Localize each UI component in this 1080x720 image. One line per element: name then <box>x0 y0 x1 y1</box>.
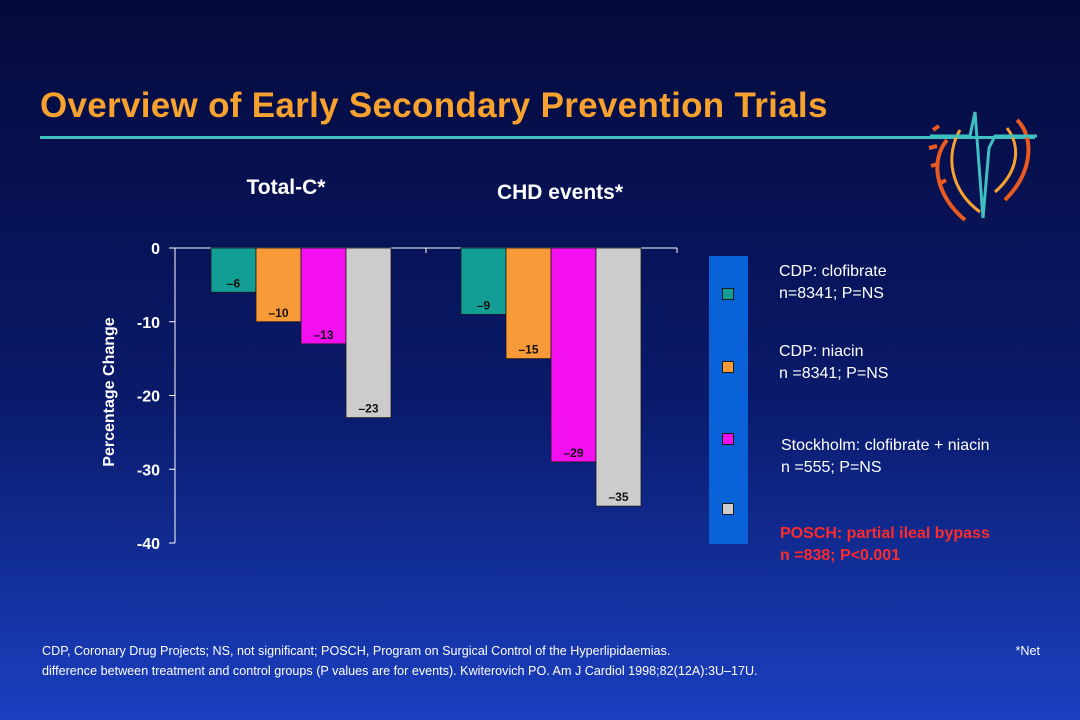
y-tick-label: -20 <box>137 389 160 406</box>
bar-data-label: –10 <box>268 306 288 320</box>
legend-entry-posch: POSCH: partial ileal bypass n =838; P<0.… <box>780 523 990 567</box>
heart-ecg-logo <box>928 111 1037 222</box>
bar <box>210 247 257 293</box>
bar <box>595 247 642 507</box>
bar <box>255 247 302 323</box>
title-underline <box>40 136 1035 139</box>
legend-entry-name: Stockholm: clofibrate + niacin <box>781 437 990 454</box>
legend-entry-cdp-niacin: CDP: niacin n =8341; P=NS <box>779 341 888 385</box>
footnote-line-2: difference between treatment and control… <box>42 664 758 678</box>
bar <box>505 247 552 360</box>
bar-data-label: –15 <box>518 343 538 357</box>
legend-entry-name: CDP: niacin <box>779 343 864 360</box>
legend-swatch-posch <box>722 503 734 515</box>
footnote-star-note: *Net <box>1015 644 1041 658</box>
legend-entry-stats: n =8341; P=NS <box>779 365 889 382</box>
legend-entry-stats: n =555; P=NS <box>781 459 882 476</box>
bar-data-label: –23 <box>358 402 378 416</box>
slide-title: Overview of Early Secondary Prevention T… <box>40 86 828 125</box>
bar-data-label: –13 <box>313 328 333 342</box>
y-axis-title: Percentage Change <box>101 317 118 466</box>
bar-data-label: –6 <box>227 276 241 290</box>
y-tick-label: -10 <box>137 315 160 332</box>
bar <box>345 247 392 419</box>
legend-entry-name: POSCH: partial ileal bypass <box>780 525 990 542</box>
legend-entry-stats: n =838; P<0.001 <box>780 547 901 564</box>
y-tick-label: -40 <box>137 536 160 553</box>
bar-data-label: –35 <box>608 490 628 504</box>
bar <box>550 247 597 463</box>
legend-entry-stats: n=8341; P=NS <box>779 285 884 302</box>
legend-entry-name: CDP: clofibrate <box>779 263 887 280</box>
group-label-total-c: Total-C* <box>246 176 326 199</box>
y-tick-label: 0 <box>151 241 160 258</box>
legend-entry-stockholm: Stockholm: clofibrate + niacin n =555; P… <box>781 435 990 479</box>
legend-swatch-panel <box>709 256 748 544</box>
group-label-chd-events: CHD events* <box>496 181 624 204</box>
bar-data-label: –29 <box>563 446 583 460</box>
legend-swatch-stockholm <box>722 433 734 445</box>
legend-swatch-cdp-clofibrate <box>722 288 734 300</box>
bar <box>300 247 347 345</box>
y-tick-label: -30 <box>137 462 160 479</box>
footnote: CDP, Coronary Drug Projects; NS, not sig… <box>42 641 1042 681</box>
footnote-line-1: CDP, Coronary Drug Projects; NS, not sig… <box>42 644 671 658</box>
bar <box>460 247 507 315</box>
legend-entry-cdp-clofibrate: CDP: clofibrate n=8341; P=NS <box>779 261 887 305</box>
legend-swatch-cdp-niacin <box>722 361 734 373</box>
bar-data-label: –9 <box>477 298 491 312</box>
